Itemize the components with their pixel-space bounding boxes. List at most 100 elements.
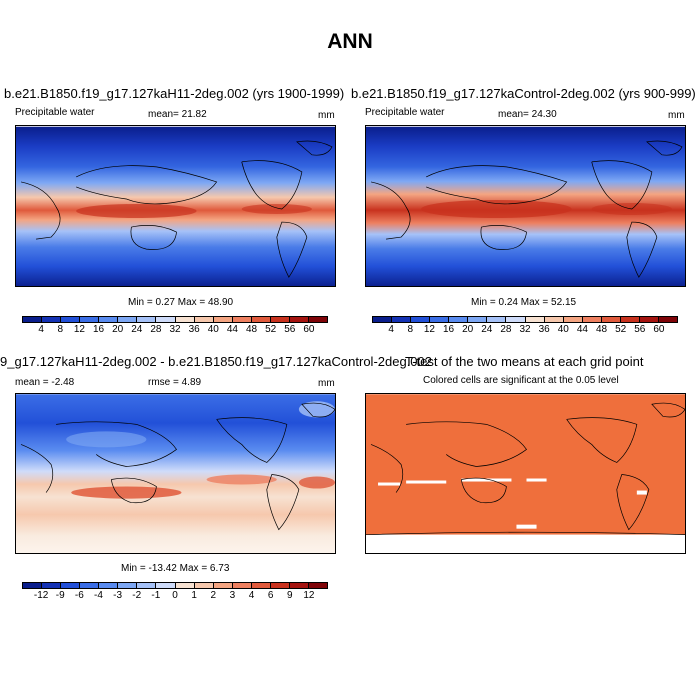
panel1-colorbar-tick-label: 4 xyxy=(38,324,44,335)
panel1-colorbar-swatch xyxy=(42,317,62,322)
panel1-mean: mean= 21.82 xyxy=(148,109,207,120)
panel3-title: 9_g17.127kaH11-2deg.002 - b.e21.B1850.f1… xyxy=(0,354,432,369)
panel3-colorbar-tick-label: -4 xyxy=(94,590,103,601)
panel3-colorbar-swatch xyxy=(137,583,157,588)
panel3-colorbar-tick-label: 1 xyxy=(191,590,197,601)
panel3-colorbar-tick-label: 9 xyxy=(286,590,293,601)
panel2-colorbar-tick-label: 20 xyxy=(462,324,474,335)
panel3-colorbar-swatch xyxy=(61,583,81,588)
panel3-colorbar: -12 -9 -6 -4 -3 -2 -1 0 1 2 3 4 6 9 12 xyxy=(22,582,328,601)
panel3-colorbar-tick-label: -3 xyxy=(113,590,123,601)
panel1-colorbar-tick-label: 28 xyxy=(150,324,162,335)
panel2-colorbar-swatch xyxy=(449,317,469,322)
panel3-colorbar-swatch xyxy=(270,583,290,588)
panel3-colorbar-swatch xyxy=(42,583,62,588)
panel3-colorbar-swatch xyxy=(23,583,43,588)
panel1-colorbar-swatch xyxy=(61,317,81,322)
panel3-colorbar-tick-label: -6 xyxy=(74,590,84,601)
panel1-colorbar-swatch xyxy=(213,317,233,322)
panel2-colorbar-swatch xyxy=(487,317,507,322)
panel2-colorbar-tick-label: 44 xyxy=(576,324,588,335)
panel2-mean: mean= 24.30 xyxy=(498,109,557,120)
panel2-colorbar: 4 8 12 16 20 24 28 32 36 40 44 48 52 56 60 xyxy=(372,316,678,335)
panel1-colorbar-tick-label: 56 xyxy=(284,324,296,335)
panel1-colorbar-swatch xyxy=(137,317,157,322)
panel2-colorbar-tick-label: 28 xyxy=(500,324,512,335)
panel1-colorbar-tick-label: 8 xyxy=(57,324,64,335)
panel1-colorbar-tick-label: 44 xyxy=(226,324,238,335)
panel1-colorbar-tick-label: 32 xyxy=(169,324,181,335)
figure-title: ANN xyxy=(327,30,373,53)
panel3-colorbar-tick-label: 4 xyxy=(248,590,255,601)
panel3-colorbar-tick-label: -2 xyxy=(132,590,142,601)
panel2-colorbar-tick-label: 40 xyxy=(557,324,569,335)
panel1-colorbar: 4 8 12 16 20 24 28 32 36 40 44 48 52 56 60 xyxy=(22,316,328,335)
panel2-minmax: Min = 0.24 Max = 52.15 xyxy=(471,297,577,308)
panel2-colorbar-swatch xyxy=(468,317,488,322)
panel1-colorbar-tick-label: 40 xyxy=(207,324,219,335)
panel2-colorbar-tick-label: 32 xyxy=(519,324,531,335)
panel2-colorbar-swatch xyxy=(601,317,621,322)
panel1-colorbar-swatch xyxy=(80,317,100,322)
panel1-colorbar-tick-label: 12 xyxy=(73,324,85,335)
panel2-colorbar-tick-label: 56 xyxy=(634,324,646,335)
panel2-colorbar-swatch xyxy=(582,317,602,322)
panel3-colorbar-tick-label: 12 xyxy=(303,590,315,601)
panel1-title: b.e21.B1850.f19_g17.127kaH11-2deg.002 (y… xyxy=(4,86,345,101)
panel1-colorbar-tick-label: 20 xyxy=(112,324,124,335)
panel2-colorbar-tick-label: 12 xyxy=(423,324,435,335)
panel3-colorbar-swatch xyxy=(156,583,176,588)
panel2-colorbar-swatch xyxy=(620,317,640,322)
panel3-colorbar-swatch xyxy=(194,583,214,588)
panel2-colorbar-swatch xyxy=(373,317,393,322)
panel1-colorbar-swatch xyxy=(232,317,252,322)
panel3-colorbar-swatch xyxy=(99,583,119,588)
panel1-variable: Precipitable water xyxy=(15,107,95,118)
panel3-colorbar-tick-label: 2 xyxy=(210,590,217,601)
panel3-colorbar-tick-label: -9 xyxy=(55,590,65,601)
panel2-map xyxy=(365,125,686,287)
panel2-units: mm xyxy=(668,110,685,121)
panel3-map xyxy=(15,393,336,554)
panel2-colorbar-swatch xyxy=(392,317,412,322)
panel1-colorbar-tick-label: 60 xyxy=(303,324,315,335)
panel3-colorbar-swatch xyxy=(213,583,233,588)
panel4-subtitle: Colored cells are significant at the 0.0… xyxy=(423,375,619,386)
panel2-colorbar-swatch xyxy=(411,317,431,322)
panel3-colorbar-swatch xyxy=(175,583,195,588)
panel3-colorbar-swatch xyxy=(289,583,309,588)
panel2-colorbar-tick-label: 24 xyxy=(481,324,493,335)
panel2-colorbar-swatch xyxy=(658,317,677,322)
panel2-colorbar-tick-label: 60 xyxy=(653,324,665,335)
panel1-colorbar-swatch xyxy=(194,317,214,322)
panel1-colorbar-swatch xyxy=(175,317,195,322)
panel1-colorbar-swatch xyxy=(308,317,327,322)
panel3-colorbar-tick-label: -1 xyxy=(151,590,161,601)
panel2-variable: Precipitable water xyxy=(365,107,445,118)
panel2-colorbar-swatch xyxy=(506,317,526,322)
panel1-minmax: Min = 0.27 Max = 48.90 xyxy=(128,297,234,308)
panel4-map xyxy=(365,393,686,554)
panel4-title: T-test of the two means at each grid poi… xyxy=(405,354,644,369)
panel2-colorbar-swatch xyxy=(525,317,545,322)
panel3-colorbar-swatch xyxy=(308,583,327,588)
panel2-colorbar-tick-label: 52 xyxy=(615,324,627,335)
panel1-colorbar-swatch xyxy=(289,317,309,322)
panel1-colorbar-tick-label: 48 xyxy=(245,324,258,335)
panel1-colorbar-tick-label: 36 xyxy=(188,324,200,335)
panel3-colorbar-swatch xyxy=(251,583,271,588)
panel2-colorbar-swatch xyxy=(430,317,450,322)
panel2-colorbar-tick-label: 4 xyxy=(388,324,394,335)
panel2-colorbar-tick-label: 16 xyxy=(442,324,455,335)
panel3-colorbar-tick-label: 3 xyxy=(229,590,236,601)
panel3-colorbar-tick-label: -12 xyxy=(33,590,49,601)
panel2-colorbar-tick-label: 36 xyxy=(538,324,550,335)
panel3-rmse: rmse = 4.89 xyxy=(148,377,202,388)
panel3-mean: mean = -2.48 xyxy=(15,377,75,388)
panel1-colorbar-tick-label: 24 xyxy=(131,324,143,335)
panel3-colorbar-swatch xyxy=(232,583,252,588)
panel2-colorbar-swatch xyxy=(563,317,583,322)
panel1-units: mm xyxy=(318,110,335,121)
panel3-colorbar-swatch xyxy=(118,583,138,588)
panel1-colorbar-swatch xyxy=(270,317,290,322)
